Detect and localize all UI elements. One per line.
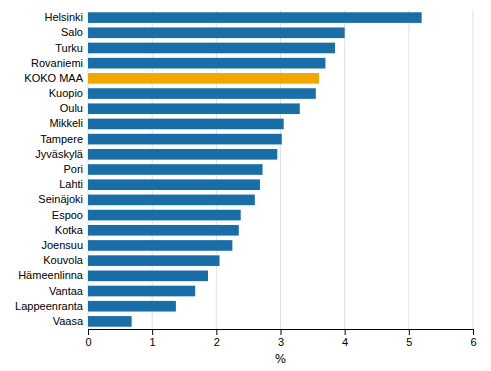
bar (88, 286, 195, 297)
category-tick: Hämeenlinna (18, 269, 88, 281)
tick: 6 (470, 329, 476, 348)
tick: 0 (85, 329, 91, 348)
tick: 2 (214, 329, 220, 348)
category-tick: Pori (63, 163, 88, 175)
category-label: Oulu (60, 102, 83, 114)
bar (88, 88, 316, 99)
category-label: Rovaniemi (31, 57, 83, 69)
category-label: Pori (63, 163, 83, 175)
category-tick: Kuopio (49, 87, 88, 99)
category-tick: Joensuu (41, 239, 88, 251)
bar (88, 271, 208, 282)
tick-label: 2 (214, 336, 220, 348)
category-tick: Kotka (55, 224, 88, 236)
category-label: Lahti (59, 178, 83, 190)
axis-line (89, 330, 474, 336)
chart-svg: 0 1 2 3 4 5 6 Helsinki Salo Turku Rovaniemi KOKO MA… (0, 0, 491, 371)
bar (88, 103, 300, 114)
category-label: Helsinki (44, 11, 83, 23)
category-tick: Helsinki (44, 11, 88, 23)
category-label: Hämeenlinna (18, 269, 84, 281)
tick-mark (345, 329, 346, 335)
grid-line (408, 10, 409, 329)
bar (88, 225, 239, 236)
plot-area: 0 1 2 3 4 5 6 Helsinki Salo Turku Rovaniemi KOKO MA… (15, 10, 476, 348)
bar (88, 134, 282, 145)
tick-label: 3 (278, 336, 284, 348)
category-tick: Lahti (59, 178, 88, 190)
bar (88, 73, 319, 84)
category-label: Seinäjoki (38, 193, 83, 205)
bar (88, 43, 335, 54)
category-tick: Jyväskylä (35, 148, 88, 160)
bar (88, 164, 263, 175)
grid-line (473, 10, 474, 329)
category-tick: Seinäjoki (38, 193, 88, 205)
category-label: Tampere (40, 133, 83, 145)
bar (88, 240, 232, 251)
category-label: Kuopio (49, 87, 83, 99)
category-tick: Vantaa (49, 285, 88, 297)
x-axis: 0 1 2 3 4 5 6 (85, 329, 476, 348)
category-tick: Rovaniemi (31, 57, 88, 69)
tick: 1 (150, 329, 156, 348)
grid (88, 10, 473, 329)
category-tick: KOKO MAA (24, 72, 88, 84)
category-tick: Lappeenranta (15, 300, 88, 312)
category-label: Lappeenranta (15, 300, 84, 312)
category-label: Mikkeli (49, 117, 83, 129)
tick-mark (409, 329, 410, 335)
bar (88, 195, 255, 206)
tick-label: 6 (470, 336, 476, 348)
y-axis: Helsinki Salo Turku Rovaniemi KOKO MAA Kuopio… (15, 11, 88, 327)
category-label: Kouvola (43, 254, 84, 266)
grid-line (344, 10, 345, 329)
category-label: Espoo (52, 209, 83, 221)
bar (88, 149, 277, 160)
tick-mark (281, 329, 282, 335)
bar (88, 210, 241, 221)
category-label: Salo (61, 26, 83, 38)
tick-label: 4 (342, 336, 348, 348)
bar (88, 255, 220, 266)
bar (88, 316, 132, 327)
category-label: Jyväskylä (35, 148, 84, 160)
category-tick: Kouvola (43, 254, 88, 266)
bar (88, 119, 284, 130)
bar (88, 12, 422, 23)
category-tick: Oulu (60, 102, 88, 114)
x-axis-title: % (275, 352, 286, 366)
tick-mark (88, 329, 89, 335)
category-tick: Espoo (52, 209, 88, 221)
bars (88, 12, 422, 326)
category-tick: Salo (61, 26, 88, 38)
tick-mark (152, 329, 153, 335)
category-label: KOKO MAA (24, 72, 83, 84)
bar (88, 179, 260, 190)
bar (88, 58, 325, 69)
bar (88, 27, 345, 38)
tick: 5 (406, 329, 412, 348)
tick-label: 0 (85, 336, 91, 348)
bar (88, 301, 176, 312)
tick-mark (216, 329, 217, 335)
tick-label: 5 (406, 336, 412, 348)
tick: 4 (342, 329, 348, 348)
category-label: Kotka (55, 224, 84, 236)
tick-mark (473, 329, 474, 335)
category-tick: Tampere (40, 133, 88, 145)
category-tick: Mikkeli (49, 117, 88, 129)
tick: 3 (278, 329, 284, 348)
category-label: Joensuu (41, 239, 83, 251)
category-label: Vaasa (53, 315, 84, 327)
category-label: Turku (55, 41, 83, 53)
tick-label: 1 (150, 336, 156, 348)
category-tick: Turku (55, 41, 88, 53)
category-tick: Vaasa (53, 315, 88, 327)
category-label: Vantaa (49, 285, 84, 297)
